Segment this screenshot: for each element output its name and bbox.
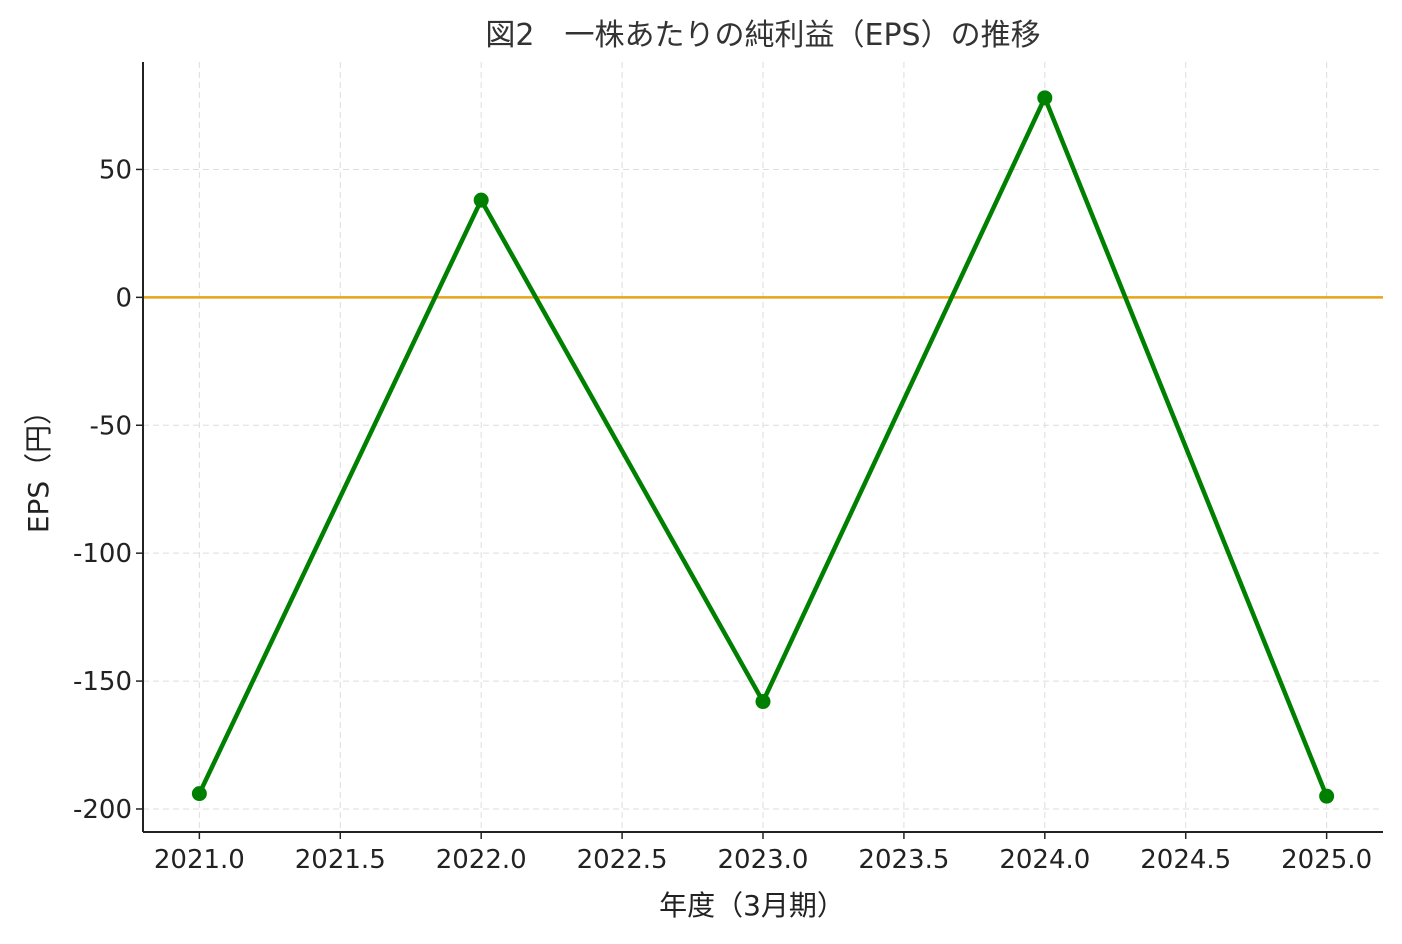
eps-data-point: [191, 786, 207, 802]
eps-data-point: [1319, 788, 1335, 804]
x-tick-label: 2024.5: [1140, 845, 1231, 875]
y-tick-label: 50: [99, 155, 132, 185]
y-axis-ticks: 50 0 -50 -100 -150 -200: [73, 155, 143, 825]
x-axis-ticks: 2021.0 2021.5 2022.0 2022.5 2023.0 2023.5 2024…: [154, 832, 1372, 875]
y-tick-label: -50: [90, 411, 132, 441]
x-axis-title: 年度（3月期）: [659, 889, 845, 922]
x-tick-label: 2021.5: [295, 845, 386, 875]
x-tick-label: 2024.0: [999, 845, 1090, 875]
eps-data-point: [755, 694, 771, 710]
x-tick-label: 2023.5: [858, 845, 949, 875]
y-tick-label: 0: [115, 283, 132, 313]
y-tick-label: -150: [73, 667, 132, 697]
y-tick-label: -100: [73, 539, 132, 569]
y-tick-label: -200: [73, 795, 132, 825]
eps-data-point: [473, 192, 489, 208]
eps-data-point: [1037, 90, 1053, 106]
chart-title: 図2 一株あたりの純利益（EPS）の推移: [485, 18, 1040, 53]
x-tick-label: 2023.0: [718, 845, 809, 875]
y-axis-title: EPS（円）: [22, 397, 55, 533]
series-layer: [191, 90, 1335, 804]
x-tick-label: 2022.5: [577, 845, 668, 875]
x-tick-label: 2021.0: [154, 845, 245, 875]
x-tick-label: 2025.0: [1281, 845, 1372, 875]
grid-lines: [143, 62, 1383, 832]
x-tick-label: 2022.0: [436, 845, 527, 875]
